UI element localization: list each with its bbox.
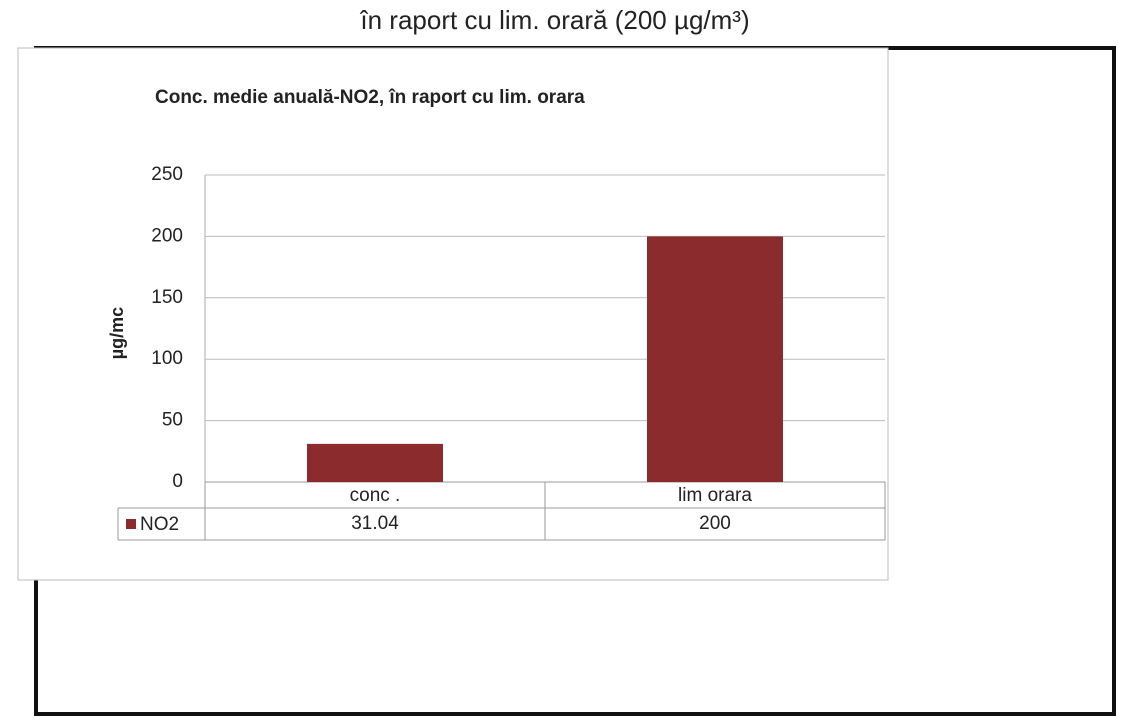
x-tick-label: conc . bbox=[350, 485, 401, 506]
bar bbox=[307, 443, 443, 482]
y-tick-label: 100 bbox=[151, 348, 183, 369]
legend-label: NO2 bbox=[140, 514, 179, 535]
table-value: 200 bbox=[699, 513, 731, 534]
chart-title: Conc. medie anuală-NO2, în raport cu lim… bbox=[155, 87, 585, 108]
x-tick-label: lim orara bbox=[678, 485, 752, 506]
caption: în raport cu lim. orară (200 µg/m³) bbox=[359, 5, 749, 35]
y-tick-label: 50 bbox=[162, 410, 183, 431]
y-tick-label: 0 bbox=[172, 471, 183, 492]
y-tick-label: 250 bbox=[151, 164, 183, 185]
y-axis-label: µg/mc bbox=[107, 307, 127, 359]
bar bbox=[647, 236, 783, 482]
legend-swatch bbox=[126, 519, 136, 529]
y-tick-label: 200 bbox=[151, 225, 183, 246]
table-value: 31.04 bbox=[351, 513, 399, 534]
y-tick-label: 150 bbox=[151, 287, 183, 308]
